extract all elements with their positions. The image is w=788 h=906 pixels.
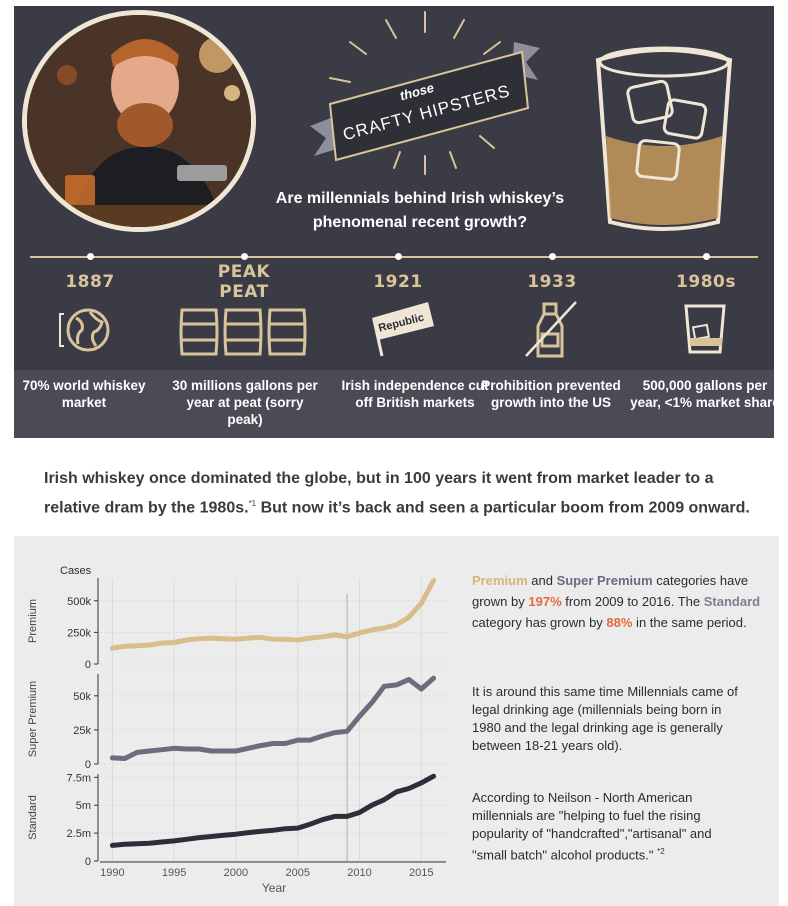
flag-icon: Republic xyxy=(372,302,434,357)
barrels-icon xyxy=(179,308,307,356)
intro-text-2: But now it’s back and seen a particular … xyxy=(256,499,750,517)
x-tick-label: 2010 xyxy=(347,867,371,879)
note-text: categories have grown by xyxy=(472,573,749,609)
standard-growth-percent: 88% xyxy=(606,615,633,630)
timeline-year-1887: 1887 xyxy=(65,272,115,292)
super-premium-highlight: Super Premium xyxy=(556,573,653,588)
y-tick-label: 25k xyxy=(73,725,91,737)
unit-label: Cases xyxy=(60,565,92,577)
y-tick-label: 0 xyxy=(85,856,91,868)
timeline-desc-1980s: 500,000 gallons per year, <1% market sha… xyxy=(630,378,780,410)
panel-label: Standard xyxy=(27,795,39,840)
x-tick-label: 2015 xyxy=(409,867,433,879)
x-tick-label: 1995 xyxy=(162,867,186,879)
panel-label: Premium xyxy=(27,599,39,643)
standard-highlight: Standard xyxy=(703,594,761,609)
y-tick-label: 50k xyxy=(73,691,91,703)
whiskey-glass-icon xyxy=(595,46,733,231)
y-tick-label: 5m xyxy=(76,800,91,812)
timeline-year-1921: 1921 xyxy=(373,272,423,292)
timeline-line xyxy=(30,256,758,258)
y-tick-label: 2.5m xyxy=(67,828,91,840)
footnote-ref-2[interactable]: *2 xyxy=(657,847,665,856)
chart-lines xyxy=(109,578,437,848)
timeline-year-1980s: 1980s xyxy=(676,272,736,292)
timeline-dot xyxy=(87,253,94,260)
timeline-desc-1921: Irish independence cut off British marke… xyxy=(341,378,489,410)
panel-label: Super Premium xyxy=(27,681,39,757)
x-axis-label: Year xyxy=(262,881,286,895)
timeline-desc-peak: 30 millions gallons per year at peat (so… xyxy=(172,378,318,427)
y-tick-label: 250k xyxy=(67,627,91,639)
timeline-desc-1887: 70% world whiskey market xyxy=(22,378,146,410)
y-tick-label: 0 xyxy=(85,759,91,771)
premium-growth-percent: 197% xyxy=(528,594,562,609)
intro-text: Irish whiskey once dominated the globe, … xyxy=(44,470,714,517)
timeline-dot xyxy=(703,253,710,260)
banner-headline: Are millennials behind Irish whiskey’s p… xyxy=(275,190,565,231)
timeline-dot xyxy=(549,253,556,260)
timeline-year-1933: 1933 xyxy=(527,272,577,292)
x-tick-label: 1990 xyxy=(100,867,124,879)
neilson-text: According to Neilson - North American mi… xyxy=(472,790,712,863)
x-tick-label: 2005 xyxy=(285,867,309,879)
timeline-desc-1933: Prohibition prevented growth into the US xyxy=(481,378,621,410)
timeline-dot xyxy=(395,253,402,260)
y-tick-label: 500k xyxy=(67,596,91,608)
note-text: from 2009 to 2016. The xyxy=(561,594,704,609)
footnote-ref-1[interactable]: *1 xyxy=(248,499,257,508)
crossed-bottle-icon xyxy=(525,301,577,358)
series-line-standard xyxy=(109,773,437,848)
growth-note: Premium and Super Premium categories hav… xyxy=(472,570,762,633)
y-tick-label: 7.5m xyxy=(67,772,91,784)
series-line-super-premium xyxy=(109,675,437,761)
neilson-note: According to Neilson - North American mi… xyxy=(472,789,742,864)
y-tick-label: 0 xyxy=(85,659,91,671)
bartender-photo xyxy=(22,10,256,232)
chart-axes: 1990 1995 2000 2005 2010 2015 0 250k 500k Premium… xyxy=(27,578,446,879)
sales-line-chart: 1990 1995 2000 2005 2010 2015 0 250k 500k Premium… xyxy=(27,565,446,895)
glass-icon xyxy=(684,304,726,354)
timeline-dot xyxy=(241,253,248,260)
globe-icon xyxy=(59,308,110,352)
note-text: and xyxy=(527,573,557,588)
x-tick-label: 2000 xyxy=(224,867,248,879)
intro-paragraph: Irish whiskey once dominated the globe, … xyxy=(44,466,764,520)
premium-highlight: Premium xyxy=(472,573,528,588)
timeline-year-peak: PEAK PEAT xyxy=(217,262,271,302)
chart-grid xyxy=(100,578,446,862)
timeline-description-band xyxy=(14,370,774,438)
note-text: category has grown by xyxy=(472,615,607,630)
series-line-premium xyxy=(109,578,437,651)
note-text: in the same period. xyxy=(632,615,747,630)
crafty-hipsters-ribbon: those CRAFTY HIPSTERS xyxy=(310,11,540,175)
millennials-note: It is around this same time Millennials … xyxy=(472,684,738,753)
